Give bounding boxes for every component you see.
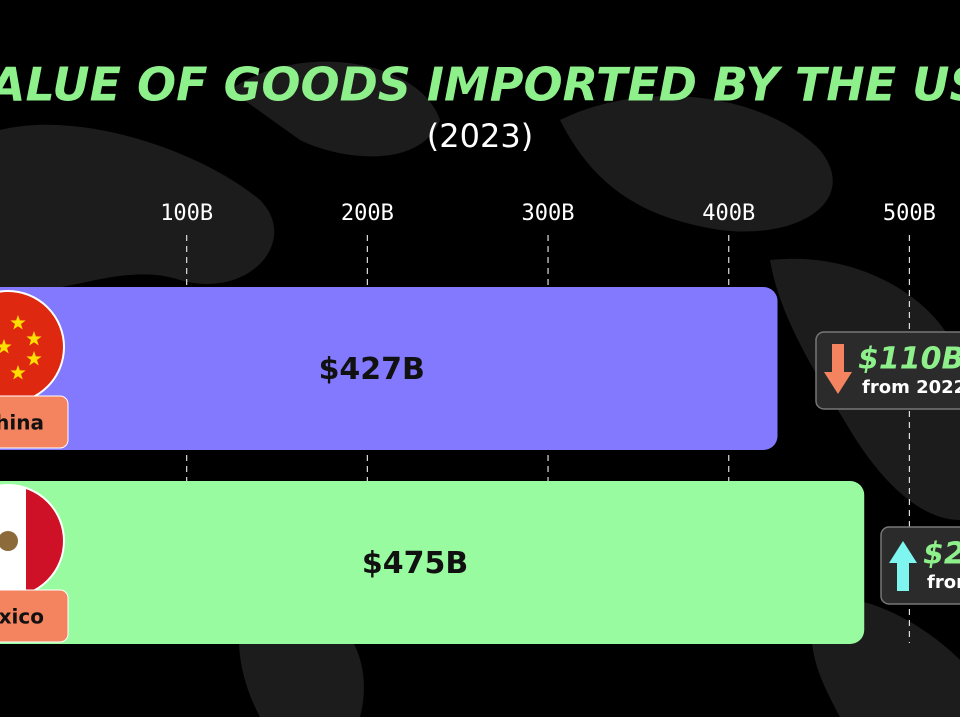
category-box xyxy=(0,589,69,643)
change-value: $2 xyxy=(923,537,960,572)
change-arrow xyxy=(889,541,917,591)
flag-star xyxy=(26,351,42,366)
flag-art xyxy=(0,485,64,597)
x-tick-label: 100B xyxy=(160,201,213,226)
flag-star xyxy=(0,339,12,354)
change-value: $110B xyxy=(858,342,960,377)
bars: $427B China $475B Mexico xyxy=(0,287,865,644)
bar xyxy=(0,481,865,644)
flag-star xyxy=(26,331,42,346)
x-tick-label: 500B xyxy=(883,201,936,226)
world-map xyxy=(0,61,960,717)
change-box xyxy=(815,331,960,410)
change-note: from xyxy=(927,572,960,593)
x-tick-label: 200B xyxy=(341,201,394,226)
flag-star xyxy=(10,365,26,380)
flag-emblem xyxy=(0,531,18,551)
value-label: $427B xyxy=(319,352,425,387)
change-arrow xyxy=(824,344,852,394)
chart-subtitle: (2023) xyxy=(427,117,533,155)
x-tick-label: 300B xyxy=(522,201,575,226)
category-label: Mexico xyxy=(0,605,44,629)
category-box xyxy=(0,395,69,449)
flag xyxy=(0,484,65,598)
category-label: China xyxy=(0,411,44,435)
change-note: from 2022 xyxy=(862,377,960,398)
flag-star xyxy=(10,315,26,330)
bar xyxy=(0,287,778,450)
chart-title: VALUE OF GOODS IMPORTED BY THE US xyxy=(0,58,960,112)
x-tick-label: 400B xyxy=(702,201,755,226)
value-label: $475B xyxy=(362,546,468,581)
